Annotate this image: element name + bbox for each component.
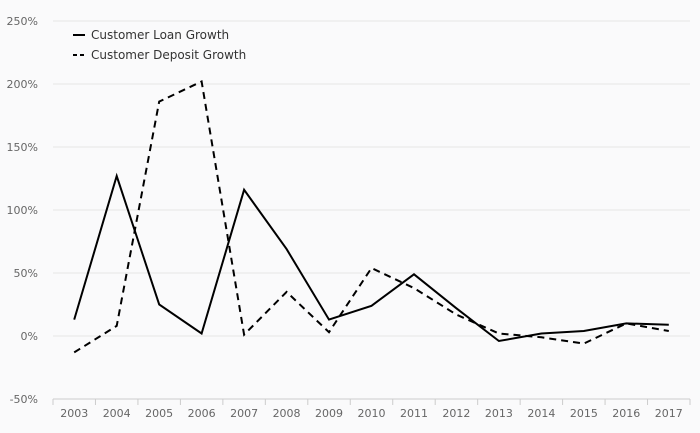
x-tick-label: 2014 (527, 407, 555, 420)
legend[interactable]: Customer Loan Growth Customer Deposit Gro… (73, 28, 246, 62)
y-tick-label: 0% (21, 330, 38, 343)
y-tick-label: -50% (10, 393, 38, 406)
series-lines (73, 80, 669, 354)
y-tick-label: 50% (14, 267, 38, 280)
x-tick-label: 2016 (612, 407, 640, 420)
x-tick-label: 2003 (60, 407, 88, 420)
x-tick-label: 2010 (358, 407, 386, 420)
y-tick-label: 250% (7, 15, 38, 28)
x-tick-label: 2013 (485, 407, 513, 420)
x-tick-label: 2008 (273, 407, 301, 420)
x-tick-label: 2012 (442, 407, 470, 420)
y-tick-label: 150% (7, 141, 38, 154)
x-tick-label: 2015 (570, 407, 598, 420)
grid-lines (53, 20, 690, 337)
x-tick-label: 2017 (655, 407, 683, 420)
legend-label: Customer Deposit Growth (91, 48, 246, 62)
x-axis-ticks: 2003 2004 2005 2006 2007 2008 2009 2010 2011 2012… (52, 399, 691, 420)
x-tick-label: 2009 (315, 407, 343, 420)
x-tick-label: 2011 (400, 407, 428, 420)
y-tick-label: 200% (7, 78, 38, 91)
x-tick-label: 2005 (145, 407, 173, 420)
x-tick-label: 2007 (230, 407, 258, 420)
y-tick-label: 100% (7, 204, 38, 217)
legend-label: Customer Loan Growth (91, 28, 229, 42)
legend-item[interactable]: Customer Deposit Growth (73, 48, 246, 62)
series-line-customer-loan-growth (73, 172, 669, 343)
x-tick-label: 2004 (103, 407, 131, 420)
series-line-customer-deposit-growth (73, 80, 669, 354)
y-axis-ticks: -50% 0% 50% 100% 150% 200% 250% (7, 15, 38, 406)
x-tick-label: 2006 (188, 407, 216, 420)
legend-item[interactable]: Customer Loan Growth (73, 28, 229, 42)
